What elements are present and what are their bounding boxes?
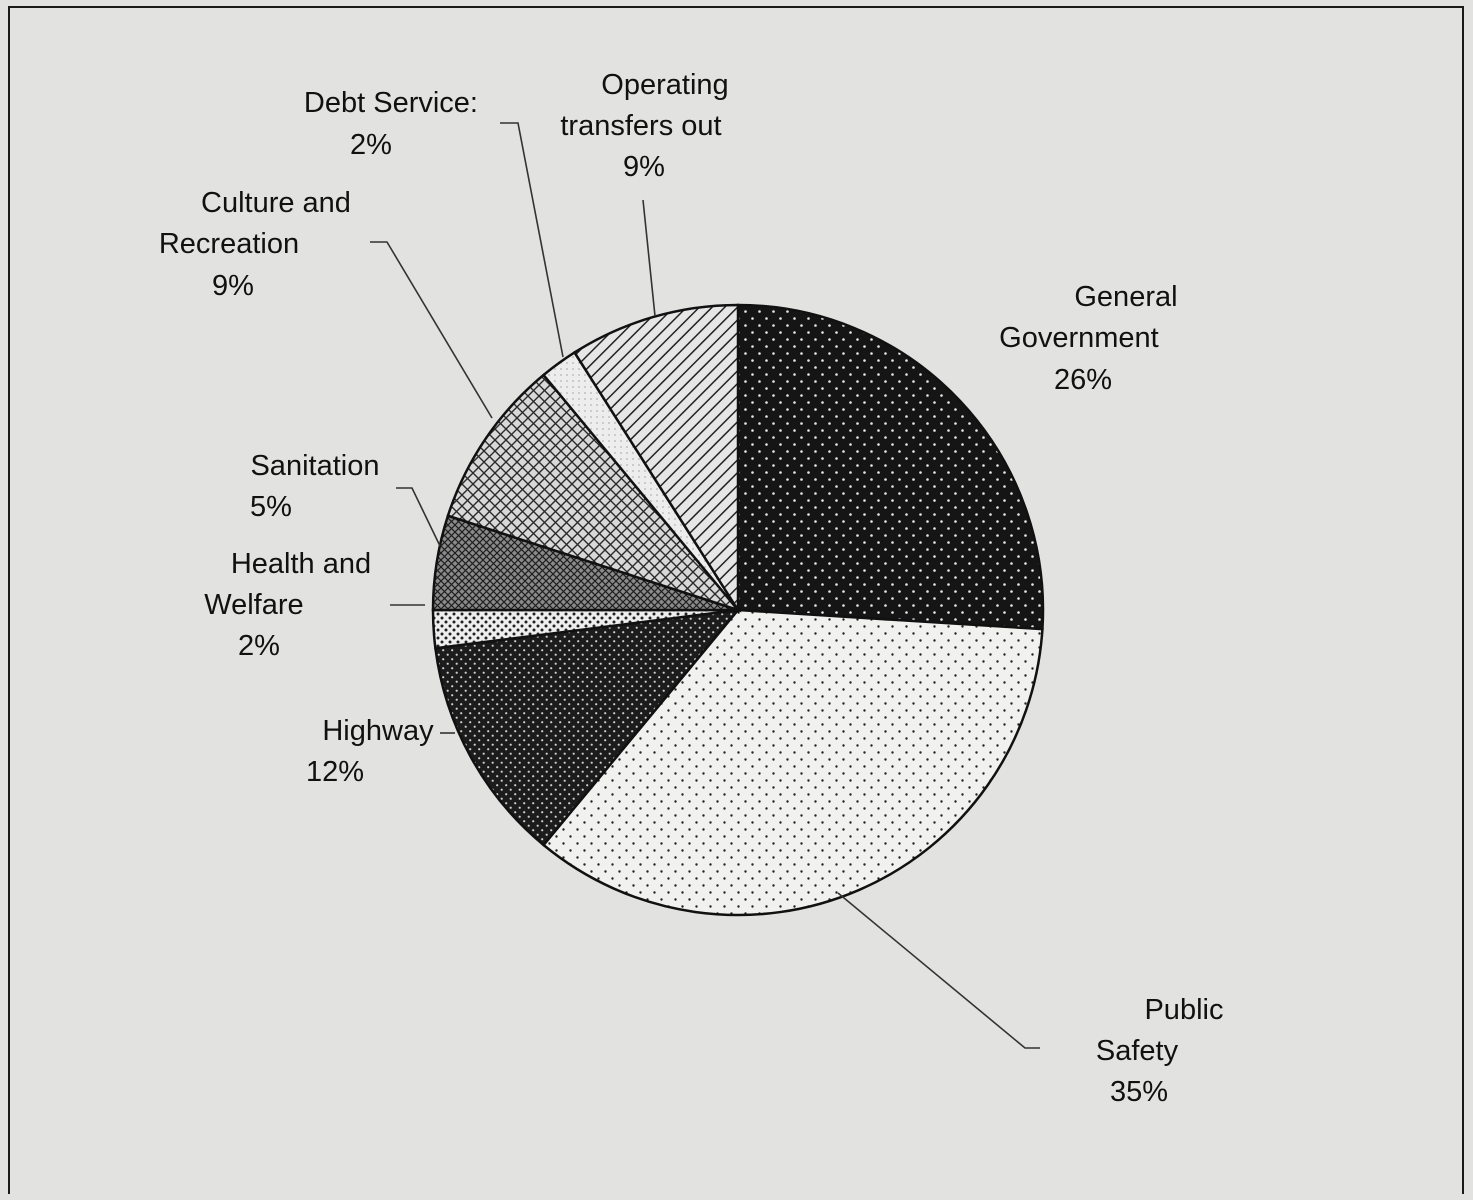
percent-general-government: 26% (1054, 364, 1112, 396)
pie-slices (431, 303, 1045, 917)
percent-culture-recreation: 9% (212, 270, 254, 302)
chart-frame (8, 6, 1464, 1194)
pie-slice-highway (434, 608, 741, 847)
label-operating-transfers-out: Operating transfers out 9% (560, 69, 736, 183)
leader-line-debt-service (500, 122, 564, 358)
leader-line-public-safety (837, 892, 1040, 1049)
pie-slice-operating-transfers-out (572, 303, 740, 615)
label-public-safety: Public Safety 35% (1096, 994, 1232, 1108)
percent-debt-service: 2% (350, 129, 392, 161)
pie-slice-general-government (736, 303, 1045, 631)
pie-slice-public-safety (541, 608, 1044, 917)
leader-line-sanitation (396, 487, 441, 547)
label-general-government: General Government 26% (999, 281, 1185, 396)
leader-line-culture-recreation (370, 241, 493, 419)
label-highway: Highway 12% (306, 715, 442, 788)
label-debt-service: Debt Service: 2% (304, 87, 486, 161)
percent-public-safety: 35% (1110, 1076, 1168, 1108)
percent-health-welfare: 2% (238, 630, 280, 662)
leader-lines (370, 122, 1040, 1049)
label-culture-recreation: Culture and Recreation 9% (159, 187, 359, 302)
percent-operating-transfers-out: 9% (623, 151, 665, 183)
pie-slice-culture-and-recreation (446, 373, 742, 613)
label-health-welfare: Health and Welfare 2% (204, 548, 379, 662)
leader-line-operating-transfers (642, 199, 656, 317)
percent-highway: 12% (306, 756, 364, 788)
percent-sanitation: 5% (250, 491, 292, 523)
label-sanitation: Sanitation 5% (250, 450, 387, 523)
slice-labels: General Government 26% Public Safety 35%… (159, 69, 1232, 1108)
